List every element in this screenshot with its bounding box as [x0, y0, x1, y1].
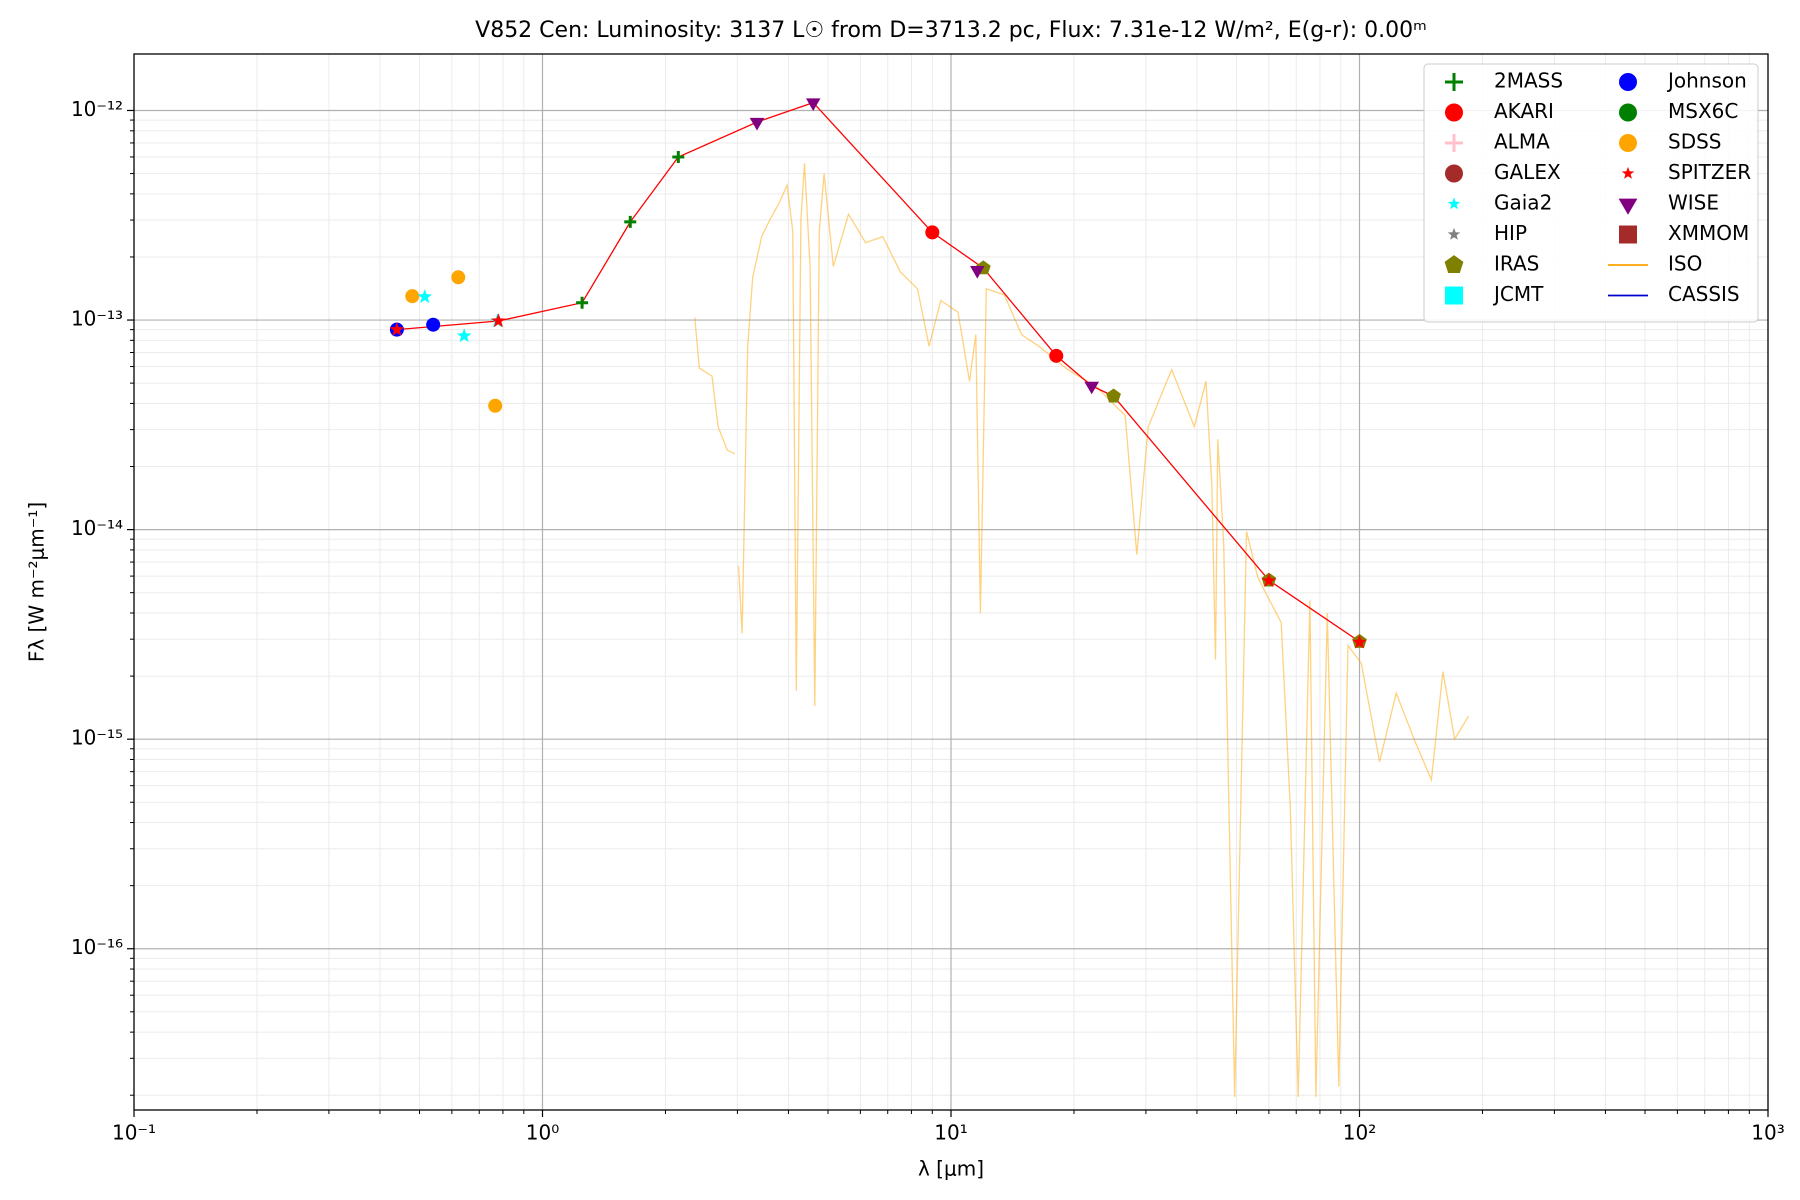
marker: [1445, 103, 1463, 122]
marker: [672, 150, 685, 163]
y-axis-label: Fλ [W m⁻²μm⁻¹]: [25, 502, 49, 662]
x-tick-label: 10²: [1343, 1121, 1376, 1145]
legend-label: SDSS: [1668, 130, 1722, 154]
legend-label: IRAS: [1494, 252, 1539, 276]
marker: [1619, 103, 1637, 122]
marker: [1618, 198, 1638, 215]
marker: [970, 266, 985, 279]
legend-label: WISE: [1668, 191, 1719, 215]
legend-label: SPITZER: [1668, 160, 1751, 184]
marker: [389, 321, 405, 336]
legend-label: JCMT: [1492, 282, 1544, 306]
marker: [1084, 381, 1099, 395]
marker: [1619, 73, 1637, 91]
x-tick-label: 10³: [1751, 1121, 1784, 1145]
legend-label: Johnson: [1666, 69, 1747, 93]
marker: [1447, 227, 1461, 240]
marker: [1621, 166, 1635, 179]
marker: [1106, 388, 1121, 403]
marker: [925, 225, 940, 240]
marker: [456, 328, 472, 343]
marker: [488, 398, 503, 413]
x-tick-label: 10⁻¹: [112, 1121, 156, 1145]
marker: [1445, 134, 1463, 152]
legend-label: XMMOM: [1668, 221, 1749, 245]
legend-label: ISO: [1668, 252, 1702, 276]
marker: [749, 117, 765, 131]
plot-frame: [133, 53, 1769, 1111]
legend-label: Gaia2: [1494, 191, 1552, 215]
marker: [1445, 164, 1463, 183]
marker: [1444, 255, 1464, 273]
legend-label: ALMA: [1494, 130, 1550, 154]
marker: [1619, 134, 1637, 152]
legend-box: [1423, 63, 1759, 323]
legend-label: AKARI: [1494, 99, 1554, 123]
y-tick-label: 10⁻¹⁵: [71, 726, 123, 750]
marker: [491, 313, 506, 328]
marker: [1049, 348, 1064, 363]
plot-area: [389, 98, 1470, 1098]
y-tick-label: 10⁻¹⁴: [71, 516, 123, 540]
x-tick-label: 10⁰: [526, 1121, 559, 1145]
marker: [405, 289, 420, 304]
y-tick-label: 10⁻¹³: [71, 307, 123, 331]
y-tick-label: 10⁻¹⁶: [71, 935, 123, 959]
x-axis-label: λ [μm]: [918, 1157, 984, 1181]
legend-label: 2MASS: [1494, 69, 1563, 93]
marker: [426, 317, 441, 332]
legend-label: HIP: [1494, 221, 1527, 245]
y-tick-label: 10⁻¹²: [71, 97, 123, 121]
x-tick-label: 10¹: [934, 1121, 967, 1145]
marker: [624, 215, 637, 228]
marker: [417, 289, 433, 304]
marker: [451, 270, 466, 285]
marker: [1352, 634, 1367, 649]
legend: 2MASS AKARI ALMA GALEX Gaia2 HIP IRAS JCMT Johns…: [1423, 63, 1759, 323]
legend-label: MSX6C: [1668, 99, 1738, 123]
legend-label: GALEX: [1494, 160, 1561, 184]
marker: [1445, 73, 1463, 91]
marker: [576, 296, 589, 309]
marker: [1261, 573, 1277, 587]
marker: [1445, 286, 1463, 305]
legend-label: CASSIS: [1668, 282, 1740, 306]
marker: [806, 98, 821, 111]
chart-title: V852 Cen: Luminosity: 3137 L☉ from D=371…: [475, 18, 1427, 43]
marker: [1447, 197, 1461, 210]
marker: [1619, 225, 1637, 244]
